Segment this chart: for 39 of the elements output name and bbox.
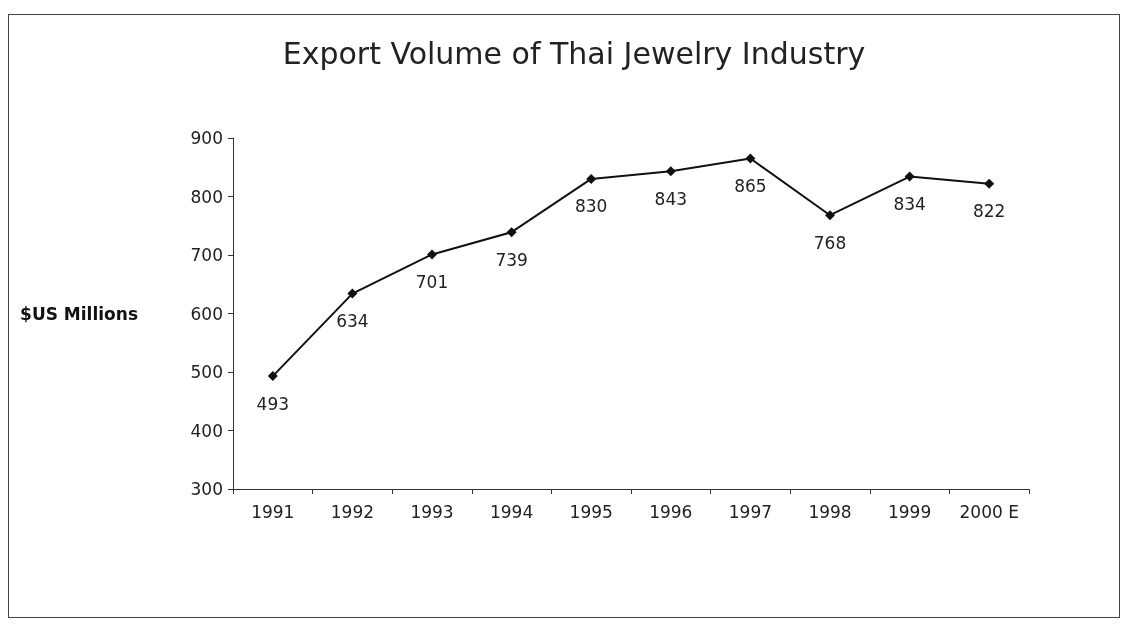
- point: [427, 249, 437, 260]
- point: [904, 171, 915, 182]
- point: [745, 153, 756, 164]
- data-label: 865: [734, 175, 767, 196]
- point: [825, 210, 835, 221]
- data-label: 843: [654, 188, 688, 209]
- data-label: 493: [256, 393, 290, 414]
- x-tick-label: 1999: [887, 501, 932, 522]
- y-tick-label: 400: [190, 420, 223, 441]
- data-label: 701: [415, 271, 449, 292]
- y-tick-label: 800: [190, 186, 223, 207]
- y-tick-label: 600: [190, 303, 223, 324]
- x-tick-label: 1994: [489, 501, 534, 522]
- x-tick-label: 2000 E: [959, 501, 1019, 522]
- data-label: 768: [813, 232, 847, 253]
- x-tick-label: 1991: [251, 501, 295, 522]
- x-tick-label: 1995: [569, 501, 613, 522]
- data-label: 834: [893, 194, 926, 215]
- x-tick-label: 1993: [410, 501, 454, 522]
- point: [506, 227, 517, 238]
- x-tick-label: 1998: [808, 501, 852, 522]
- data-label: 634: [336, 311, 369, 332]
- point: [665, 166, 676, 177]
- chart-title: Export Volume of Thai Jewelry Industry: [282, 35, 866, 71]
- x-tick-label: 1992: [330, 501, 375, 522]
- y-tick-label: 500: [190, 362, 223, 382]
- data-label: 739: [495, 249, 528, 270]
- x-tick-label: 1997: [728, 501, 773, 522]
- point: [267, 371, 278, 382]
- point: [586, 173, 597, 184]
- y-tick-label: 700: [190, 245, 223, 265]
- y-tick-label: 900: [190, 128, 223, 148]
- data-label: 830: [574, 196, 608, 217]
- point: [984, 178, 995, 189]
- point: [347, 288, 358, 299]
- data-label: 822: [972, 201, 1006, 222]
- y-axis-title: $US Millions: [20, 303, 138, 324]
- x-tick-label: 1996: [649, 501, 693, 522]
- y-tick-label: 300: [190, 479, 223, 499]
